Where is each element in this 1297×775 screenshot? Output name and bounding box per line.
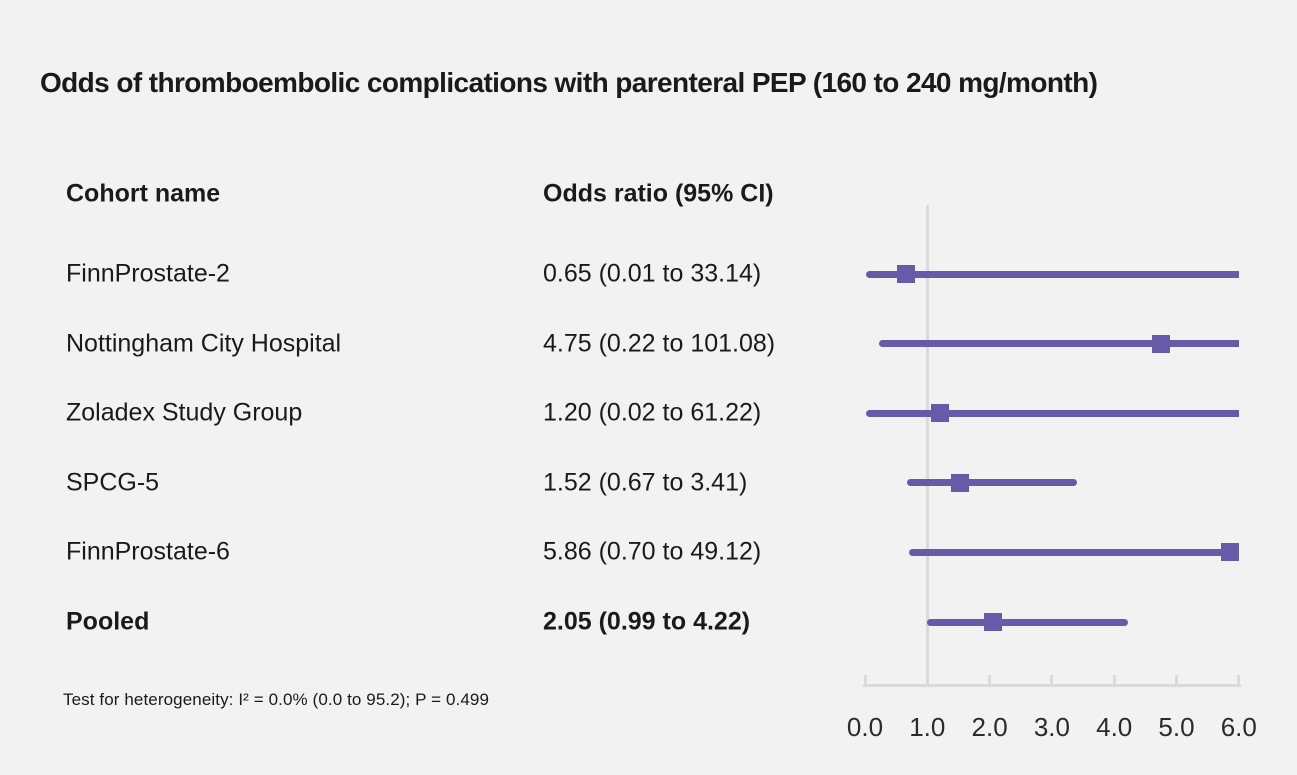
odds-ratio-label: 4.75 (0.22 to 101.08) bbox=[543, 329, 776, 358]
ci-line bbox=[908, 548, 1239, 556]
cohort-name: Nottingham City Hospital bbox=[66, 329, 342, 358]
ci-line bbox=[866, 409, 1239, 417]
axis-tick bbox=[925, 675, 929, 684]
tick-label: 2.0 bbox=[971, 712, 1008, 742]
cohort-name: Zoladex Study Group bbox=[66, 398, 303, 427]
odds-ratio-label: 5.86 (0.70 to 49.12) bbox=[543, 537, 762, 566]
or-marker bbox=[930, 404, 949, 423]
or-marker bbox=[1221, 543, 1240, 562]
tick-label: 3.0 bbox=[1033, 712, 1070, 742]
axis-tick bbox=[1237, 675, 1241, 684]
axis-tick bbox=[1175, 675, 1178, 684]
axis-tick bbox=[988, 675, 992, 684]
or-marker bbox=[1151, 334, 1170, 353]
tick-label: 1.0 bbox=[909, 712, 946, 742]
or-marker bbox=[896, 265, 915, 283]
odds-ratio-label: 1.20 (0.02 to 61.22) bbox=[543, 398, 762, 427]
cohort-name: FinnProstate-2 bbox=[66, 259, 230, 288]
cohort-name: SPCG-5 bbox=[66, 468, 160, 497]
heterogeneity-footnote: Test for heterogeneity: I² = 0.0% (0.0 t… bbox=[63, 690, 490, 709]
tick-label: 4.0 bbox=[1096, 712, 1133, 742]
axis-tick bbox=[1112, 675, 1116, 684]
cohort-name: Pooled bbox=[66, 607, 150, 636]
odds-ratio-label: 1.52 (0.67 to 3.41) bbox=[543, 468, 748, 497]
odds-ratio-label: 2.05 (0.99 to 4.22) bbox=[543, 607, 751, 636]
ci-line bbox=[926, 618, 1128, 626]
x-axis-line bbox=[863, 684, 1241, 687]
axis-tick bbox=[863, 675, 867, 684]
figure-title: Odds of thromboembolic complications wit… bbox=[40, 67, 1098, 98]
column-header-odds-ratio: Odds ratio (95% CI) bbox=[543, 179, 774, 208]
ci-line bbox=[878, 340, 1239, 348]
ci-line bbox=[865, 270, 1239, 278]
cohort-name: FinnProstate-6 bbox=[66, 537, 230, 566]
or-marker bbox=[950, 473, 969, 492]
reference-line-or-1 bbox=[926, 205, 929, 687]
axis-tick bbox=[1050, 675, 1054, 684]
ci-line bbox=[906, 479, 1078, 487]
tick-label: 0.0 bbox=[846, 712, 884, 742]
odds-ratio-label: 0.65 (0.01 to 33.14) bbox=[543, 259, 762, 288]
tick-label: 5.0 bbox=[1158, 712, 1195, 742]
tick-label: 6.0 bbox=[1220, 712, 1257, 742]
or-marker bbox=[983, 613, 1002, 631]
column-header-cohort: Cohort name bbox=[66, 179, 221, 208]
